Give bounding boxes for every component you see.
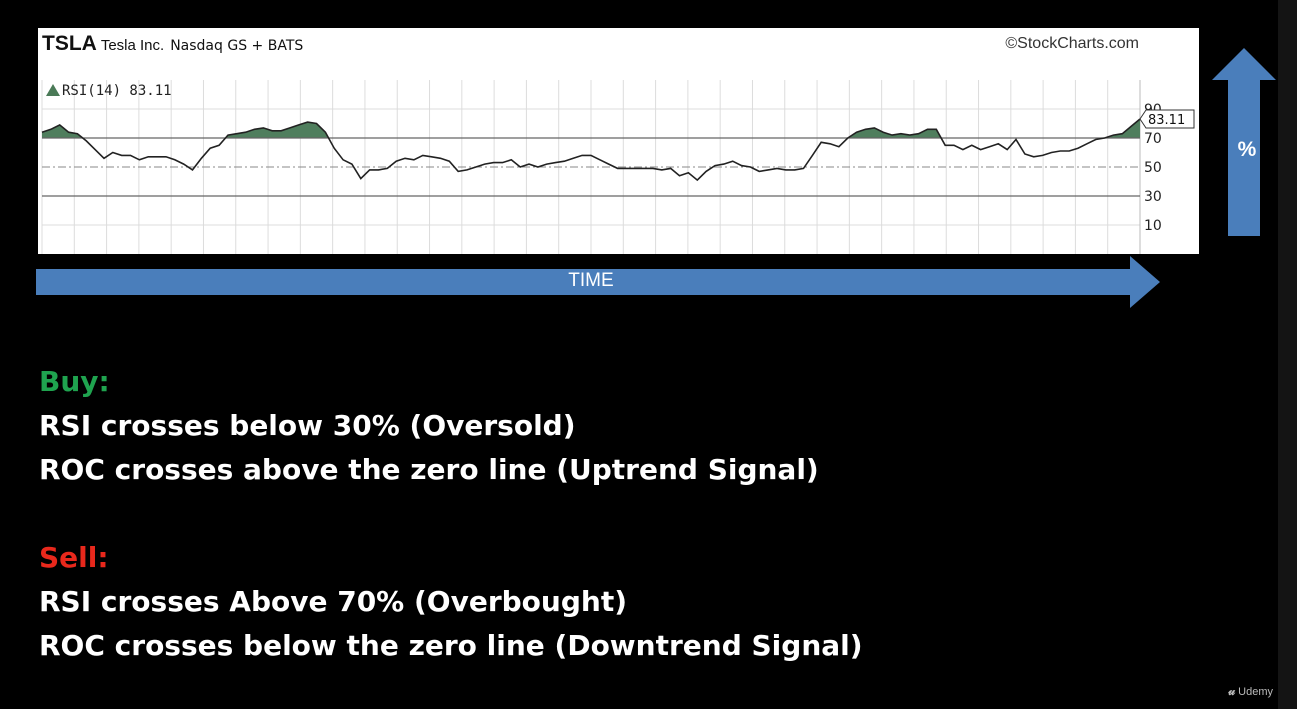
time-arrow — [36, 256, 1160, 308]
time-arrow-label: TIME — [568, 270, 614, 291]
watermark-text: Udemy — [1238, 686, 1273, 698]
sell-heading: Sell: — [39, 541, 109, 574]
udemy-logo-icon: 𝓊 — [1228, 684, 1236, 698]
exchange-label: Nasdaq GS + BATS — [170, 38, 304, 54]
y-tick-label: 10 — [1144, 218, 1162, 234]
y-tick-label: 70 — [1144, 131, 1162, 147]
chart-source: ©StockCharts.com — [1005, 35, 1139, 52]
y-tick-label: 50 — [1144, 160, 1162, 176]
sell-rule-rsi: RSI crosses Above 70% (Overbought) — [39, 585, 627, 618]
company-name: Tesla Inc. — [100, 37, 165, 54]
rsi-chart: 907050301083.11 — [41, 80, 1195, 254]
rsi-series-line — [41, 118, 1141, 182]
y-tick-label: 30 — [1144, 189, 1162, 205]
window-edge — [1278, 0, 1297, 709]
indicator-name: RSI(14) 83.11 — [62, 83, 172, 99]
indicator-legend: RSI(14) 83.11 — [46, 83, 172, 99]
percent-arrow-label: % — [1237, 138, 1257, 161]
indicator-icon — [46, 84, 60, 96]
chart-header: TSLA Tesla Inc. Nasdaq GS + BATS — [42, 32, 303, 56]
buy-rule-roc: ROC crosses above the zero line (Uptrend… — [39, 453, 819, 486]
buy-rule-rsi: RSI crosses below 30% (Oversold) — [39, 409, 576, 442]
udemy-watermark: 𝓊 Udemy — [1228, 684, 1273, 699]
buy-heading: Buy: — [39, 365, 110, 398]
last-value-flag — [1139, 109, 1195, 129]
last-value-label: 83.11 — [1148, 113, 1185, 128]
trading-rules: Buy: RSI crosses below 30% (Oversold) RO… — [39, 360, 863, 668]
percent-arrow — [1212, 48, 1276, 236]
sell-rule-roc: ROC crosses below the zero line (Downtre… — [39, 629, 863, 662]
ticker-symbol: TSLA — [42, 32, 97, 55]
